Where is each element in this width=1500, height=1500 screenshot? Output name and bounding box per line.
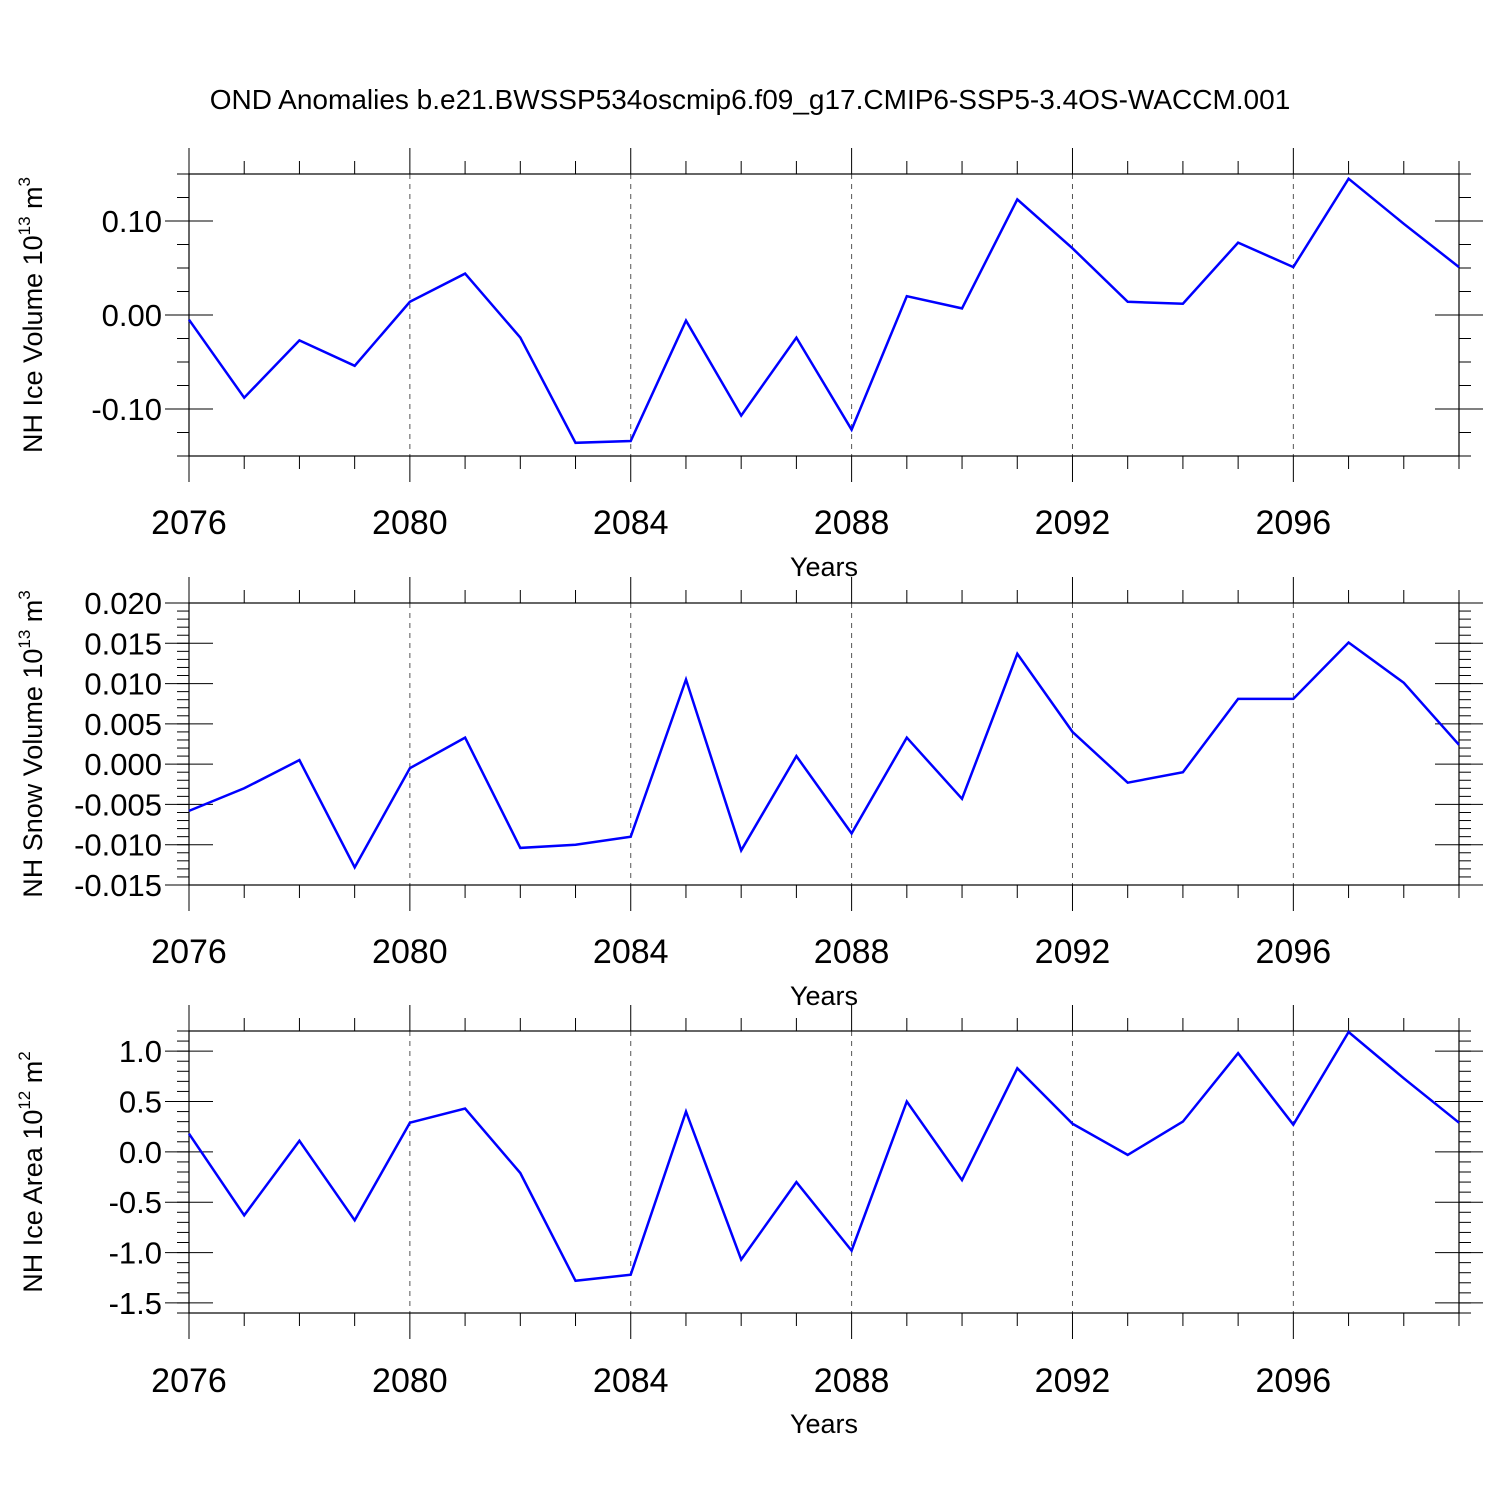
y-tick-label: -0.10 xyxy=(91,392,162,427)
y-tick-label: 0.0 xyxy=(119,1135,162,1170)
x-axis-label: Years xyxy=(790,1409,858,1439)
y-tick-label: -1.0 xyxy=(109,1236,162,1271)
y-tick-label: -0.015 xyxy=(74,868,162,903)
x-axis-label: Years xyxy=(790,552,858,582)
chart-title: OND Anomalies b.e21.BWSSP534oscmip6.f09_… xyxy=(209,84,1291,115)
plot-frame xyxy=(188,173,1460,457)
y-tick-label: 1.0 xyxy=(119,1034,162,1069)
y-tick-label: 0.020 xyxy=(84,586,162,621)
y-axis-label: NH Snow Volume 1013 m3 xyxy=(15,590,48,898)
y-tick-label: 0.00 xyxy=(102,298,162,333)
x-tick-label: 2088 xyxy=(814,504,890,542)
x-tick-label: 2088 xyxy=(814,933,890,971)
x-tick-label: 2084 xyxy=(593,504,669,542)
x-axis-label: Years xyxy=(790,981,858,1011)
y-tick-label: 0.015 xyxy=(84,626,162,661)
x-tick-label: 2080 xyxy=(372,504,448,542)
y-tick-label: 0.010 xyxy=(84,667,162,702)
x-tick-label: 2076 xyxy=(151,933,227,971)
x-tick-label: 2084 xyxy=(593,1362,669,1400)
series-line xyxy=(187,176,1460,445)
x-tick-label: 2088 xyxy=(814,1362,890,1400)
y-tick-label: -0.010 xyxy=(74,828,162,863)
y-tick-label: -0.005 xyxy=(74,787,162,822)
x-tick-label: 2096 xyxy=(1256,933,1332,971)
x-tick-label: 2092 xyxy=(1035,1362,1111,1400)
y-axis-label: NH Ice Volume 1013 m3 xyxy=(15,177,48,453)
x-tick-label: 2096 xyxy=(1256,504,1332,542)
x-tick-label: 2092 xyxy=(1035,933,1111,971)
series-line xyxy=(188,640,1460,870)
x-tick-label: 2096 xyxy=(1256,1362,1332,1400)
y-tick-label: 0.10 xyxy=(102,204,162,239)
y-tick-label: 0.000 xyxy=(84,747,162,782)
y-tick-label: -0.5 xyxy=(109,1185,162,1220)
y-axis-label: NH Ice Area 1012 m2 xyxy=(15,1051,48,1292)
plot-frame xyxy=(188,602,1460,886)
panel-1: 2076 2080 2084 2088 2092 2096 0.10 0.00 -0.10 Yea… xyxy=(15,148,1483,582)
panel-2: 2076 2080 2084 2088 2092 2096 0.020 0.015 0.010 0… xyxy=(15,577,1483,1011)
plot-frame xyxy=(188,1030,1460,1314)
x-tick-label: 2092 xyxy=(1035,504,1111,542)
y-tick-label: 0.5 xyxy=(119,1085,162,1120)
y-tick-label: -1.5 xyxy=(109,1286,162,1321)
x-tick-label: 2076 xyxy=(151,1362,227,1400)
x-tick-label: 2080 xyxy=(372,933,448,971)
x-tick-label: 2084 xyxy=(593,933,669,971)
series-line xyxy=(187,1030,1460,1283)
panel-3: 2076 2080 2084 2088 2092 2096 1.0 0.5 0.0 -0.5 -1.… xyxy=(15,1005,1483,1439)
x-tick-label: 2076 xyxy=(151,504,227,542)
x-tick-label: 2080 xyxy=(372,1362,448,1400)
y-tick-label: 0.005 xyxy=(84,707,162,742)
